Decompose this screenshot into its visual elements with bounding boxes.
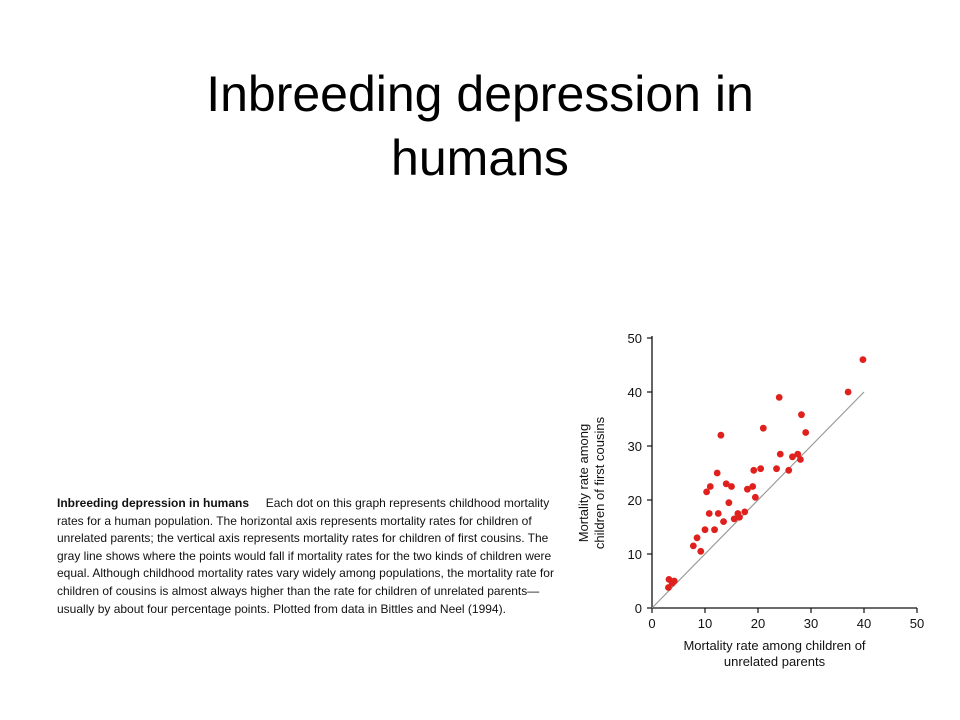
data-point — [693, 534, 701, 542]
data-point — [794, 450, 802, 458]
data-point — [706, 483, 714, 490]
y-tick-label: 20 — [628, 493, 642, 508]
data-point — [776, 450, 784, 458]
data-point — [720, 518, 727, 525]
x-tick-label: 50 — [910, 616, 924, 631]
data-point — [701, 526, 709, 534]
data-point — [703, 488, 710, 496]
data-point — [749, 483, 757, 490]
data-point — [728, 483, 735, 490]
data-point — [797, 456, 804, 463]
x-tick-label: 40 — [857, 616, 871, 631]
data-point — [802, 429, 810, 436]
y-tick-label: 0 — [635, 601, 642, 616]
chart-axes — [647, 336, 918, 613]
data-point — [711, 526, 718, 534]
reference-line — [651, 391, 865, 609]
data-point — [757, 465, 765, 473]
figure-caption: Inbreeding depression in humans Each dot… — [57, 495, 559, 618]
x-tick-label: 20 — [751, 616, 765, 631]
data-point — [751, 493, 759, 501]
data-point — [725, 499, 733, 507]
y-tick-label: 40 — [628, 385, 642, 400]
x-axis-label-line1: Mortality rate among children of — [683, 638, 865, 653]
data-point — [713, 469, 721, 477]
data-point — [670, 577, 678, 585]
data-point — [759, 424, 767, 432]
data-point — [773, 465, 780, 473]
caption-spacer — [252, 496, 262, 510]
y-tick-label: 10 — [628, 547, 642, 562]
data-point — [717, 431, 725, 439]
data-point — [785, 466, 793, 474]
x-tick-label: 0 — [648, 616, 655, 631]
x-tick-label: 10 — [698, 616, 712, 631]
x-tick-labels: 0 10 20 30 40 50 — [648, 616, 924, 631]
data-point — [798, 411, 805, 419]
data-point — [844, 388, 852, 396]
data-points — [665, 356, 867, 591]
scatter-chart: 0 10 20 30 40 50 0 10 20 30 40 50 Mortality rate a… — [576, 331, 924, 669]
y-tick-label: 50 — [628, 331, 642, 346]
x-tick-label: 30 — [804, 616, 818, 631]
data-point — [714, 510, 722, 517]
y-axis-label-line2: children of first cousins — [592, 416, 607, 549]
caption-heading: Inbreeding depression in humans — [57, 496, 250, 510]
data-point — [705, 510, 713, 517]
y-tick-labels: 0 10 20 30 40 50 — [628, 331, 642, 616]
data-point — [741, 508, 749, 516]
data-point — [736, 513, 743, 521]
data-point — [730, 515, 738, 523]
data-point — [697, 547, 705, 555]
data-point — [722, 480, 730, 488]
data-point — [859, 356, 867, 363]
data-point — [789, 453, 796, 461]
y-axis-label-line1: Mortality rate among — [576, 424, 591, 543]
data-point — [744, 485, 751, 493]
data-point — [689, 542, 697, 550]
slide-title: Inbreeding depression in humans — [206, 66, 754, 186]
caption-body: Each dot on this graph represents childh… — [57, 496, 554, 616]
data-point — [750, 466, 758, 474]
x-axis-label-line2: unrelated parents — [724, 654, 826, 669]
data-point — [775, 394, 783, 401]
y-tick-label: 30 — [628, 439, 642, 454]
